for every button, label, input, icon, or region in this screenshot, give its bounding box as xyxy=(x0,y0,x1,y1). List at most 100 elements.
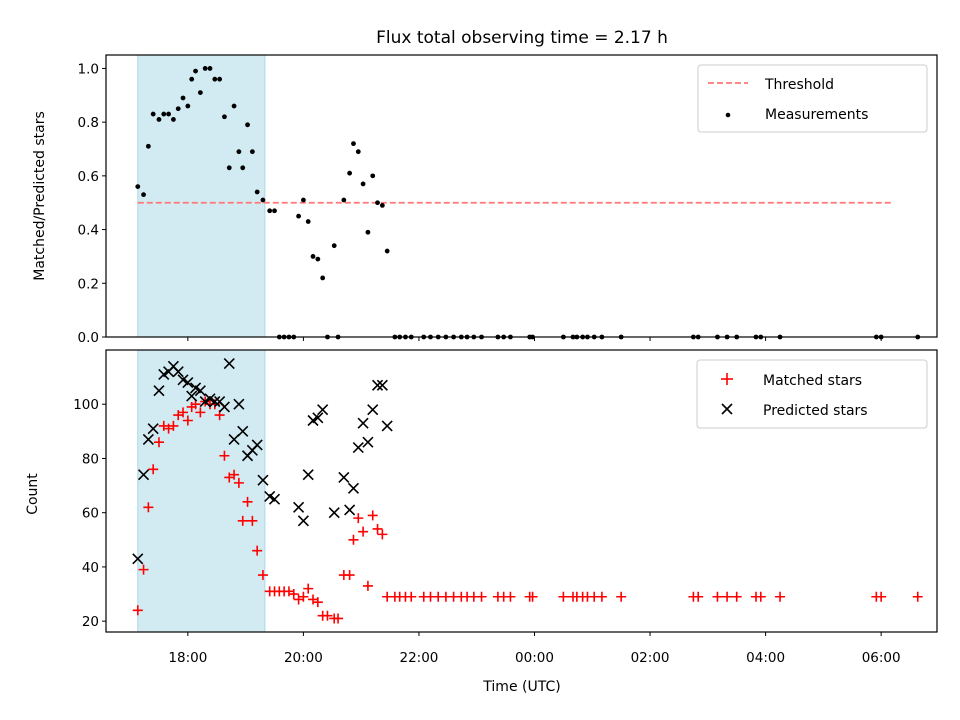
matched-star-point xyxy=(148,464,159,475)
measurement-point xyxy=(355,149,361,155)
matched-star-point xyxy=(182,415,193,426)
predicted-star-point xyxy=(147,423,159,435)
measurement-point xyxy=(365,229,371,235)
y-tick-label: 40 xyxy=(82,560,99,576)
y-tick-label: 100 xyxy=(73,397,99,413)
measurement-point xyxy=(185,103,191,109)
x-tick-label: 20:00 xyxy=(284,650,323,666)
bottom-panel-ylabel: Count xyxy=(25,473,41,515)
matched-star-point xyxy=(353,513,364,524)
predicted-star-point xyxy=(381,420,393,432)
y-tick-label: 0.4 xyxy=(78,223,99,239)
measurement-point xyxy=(207,66,213,71)
measurement-point xyxy=(375,200,380,206)
predicted-star-point xyxy=(328,507,340,519)
predicted-star-point xyxy=(237,425,249,437)
predicted-star-point xyxy=(268,493,281,505)
matched-star-point xyxy=(348,534,359,545)
measurement-point xyxy=(296,213,301,219)
measurement-point xyxy=(193,68,198,74)
x-tick-label: 06:00 xyxy=(862,650,901,666)
bottom-legend: Matched stars Predicted stars xyxy=(696,359,928,429)
y-tick-label: 0.0 xyxy=(78,330,99,346)
legend-threshold-label: Threshold xyxy=(764,77,834,93)
measurement-point xyxy=(202,66,208,71)
legend-predicted-label: Predicted stars xyxy=(763,403,868,419)
measurement-point xyxy=(267,208,273,214)
measurement-point xyxy=(384,248,390,254)
measurement-point xyxy=(189,76,195,82)
predicted-star-point xyxy=(153,385,165,397)
y-tick-label: 0.6 xyxy=(78,169,99,185)
x-tick-label: 22:00 xyxy=(399,650,438,666)
matched-star-point xyxy=(876,591,887,602)
predicted-star-point xyxy=(182,376,194,389)
matched-star-point xyxy=(303,583,314,594)
measurement-point xyxy=(197,90,203,95)
predicted-star-point xyxy=(317,404,329,416)
measurement-point xyxy=(166,111,171,117)
matched-star-point xyxy=(712,591,723,602)
top-panel: 0.0 0.2 0.4 0.6 0.8 1.0 Matched/Predicted sta… xyxy=(32,54,938,346)
matched-star-point xyxy=(596,591,607,602)
matched-star-point xyxy=(367,510,378,521)
measurement-point xyxy=(272,208,277,214)
measurement-point xyxy=(320,275,326,281)
matched-star-point xyxy=(406,591,417,602)
measurement-point xyxy=(226,165,232,171)
bottom-panel: 20 40 60 80 100 18:00 20:00 22:00 00:00 02:00 04:… xyxy=(25,349,938,666)
measurement-point xyxy=(161,111,167,117)
predicted-star-point xyxy=(371,379,384,391)
predicted-star-point xyxy=(293,501,305,513)
legend-matched-swatch xyxy=(721,373,733,385)
measurement-point xyxy=(156,117,162,122)
measurement-point xyxy=(370,173,376,179)
matched-star-point xyxy=(322,610,333,621)
predicted-star-point xyxy=(172,366,184,378)
measurement-point xyxy=(260,197,266,203)
matched-star-point xyxy=(616,591,627,602)
matched-star-point xyxy=(476,591,487,602)
measurement-point xyxy=(217,76,223,82)
top-panel-ylabel: Matched/Predicted stars xyxy=(32,111,48,281)
legend-matched-label: Matched stars xyxy=(763,373,862,389)
matched-star-point xyxy=(288,589,299,600)
predicted-star-point xyxy=(233,398,245,410)
predicted-star-point xyxy=(142,433,154,446)
measurement-point xyxy=(360,181,366,187)
measurement-point xyxy=(240,165,246,171)
measurement-point xyxy=(231,103,237,109)
measurement-point xyxy=(245,122,250,128)
measurement-point xyxy=(341,197,347,203)
matched-star-point xyxy=(298,591,309,602)
predicted-star-point xyxy=(347,482,360,494)
matched-star-point xyxy=(312,597,323,608)
matched-star-point xyxy=(362,580,373,591)
measurement-point xyxy=(180,95,186,101)
matched-star-point xyxy=(233,477,244,488)
matched-star-point xyxy=(722,591,733,602)
x-tick-label: 02:00 xyxy=(631,650,670,666)
matched-star-point xyxy=(358,526,369,537)
matched-star-point xyxy=(377,529,388,540)
matched-star-point xyxy=(693,591,704,602)
predicted-star-point xyxy=(376,379,388,391)
bottom-panel-frame xyxy=(105,349,938,633)
measurement-point xyxy=(347,170,353,176)
predicted-star-point xyxy=(137,469,150,481)
matched-star-point xyxy=(333,613,344,624)
matched-star-point xyxy=(219,450,230,461)
matched-star-point xyxy=(247,515,258,526)
measurement-point xyxy=(150,111,156,117)
predicted-star-point xyxy=(338,471,350,484)
measurement-point xyxy=(249,149,255,155)
predicted-star-point xyxy=(297,515,309,527)
bottom-legend-box xyxy=(696,359,928,429)
measurement-point xyxy=(135,184,141,190)
measurement-point xyxy=(305,219,311,224)
matched-star-point xyxy=(168,420,179,431)
measurement-point xyxy=(351,141,356,147)
predicted-star-point xyxy=(223,357,235,370)
predicted-star-point xyxy=(257,474,269,486)
matched-star-point xyxy=(558,591,569,602)
